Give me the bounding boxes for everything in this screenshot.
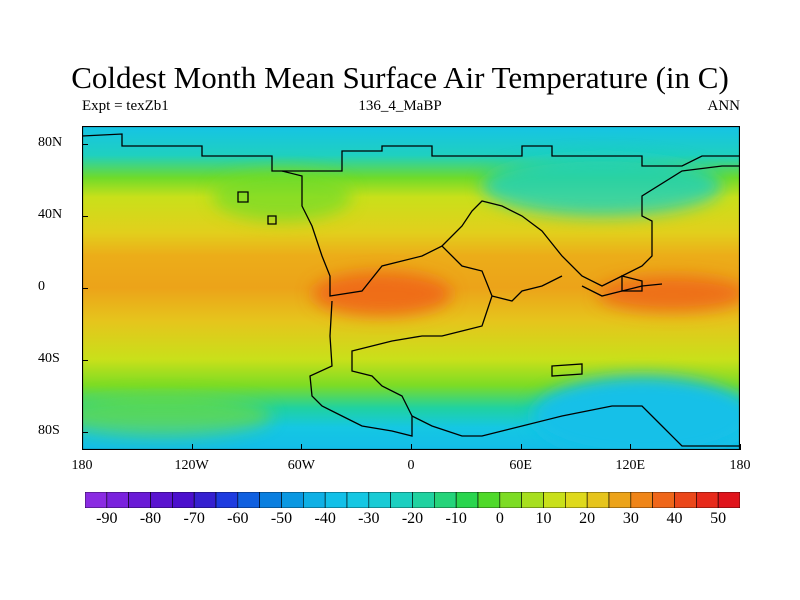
colorbar-swatch — [106, 492, 129, 508]
lon-tick-label: 0 — [407, 458, 415, 473]
colorbar — [85, 492, 740, 508]
lon-tick-mark — [630, 444, 632, 450]
colorbar-swatch — [281, 492, 304, 508]
colorbar-swatch — [434, 492, 457, 508]
colorbar-swatch — [565, 492, 588, 508]
lat-tick-label: 40S — [38, 351, 60, 366]
lat-tick-mark — [82, 360, 88, 361]
period-label: 136_4_MaBP — [358, 98, 442, 114]
colorbar-swatch — [303, 492, 326, 508]
lat-tick-label: 0 — [38, 279, 45, 294]
colorbar-swatch — [237, 492, 260, 508]
colorbar-swatch — [128, 492, 151, 508]
colorbar-swatch — [674, 492, 697, 508]
lon-tick-label: 120E — [615, 458, 646, 473]
colorbar-swatch — [543, 492, 566, 508]
colorbar-label: -80 — [139, 510, 162, 527]
lon-tick-mark — [411, 444, 412, 450]
colorbar-label: -30 — [358, 510, 380, 527]
colorbar-label: -60 — [227, 510, 249, 527]
colorbar-label: -90 — [96, 510, 118, 527]
colorbar-label: -10 — [445, 510, 467, 527]
colorbar-label: 20 — [579, 510, 596, 527]
colorbar-swatch — [455, 492, 479, 508]
colorbar-swatch — [586, 492, 610, 508]
colorbar-swatch — [630, 492, 653, 508]
colorbar-swatch — [696, 492, 719, 508]
lon-tick-mark — [301, 444, 303, 450]
colorbar-swatch — [259, 492, 282, 508]
lon-tick-label: 180 — [71, 458, 93, 473]
colorbar-swatch — [521, 492, 544, 508]
lon-tick-mark — [520, 444, 522, 450]
lat-tick-label: 40N — [38, 207, 63, 222]
lat-tick-label: 80S — [38, 423, 60, 438]
colorbar-swatch — [717, 492, 740, 508]
lon-tick-label: 180 — [729, 458, 751, 473]
experiment-label: Expt = texZb1 — [82, 98, 169, 114]
lat-tick-mark — [82, 288, 88, 289]
colorbar-swatch — [215, 492, 239, 508]
colorbar-label: -70 — [183, 510, 205, 527]
colorbar-swatch — [172, 492, 195, 508]
colorbar-swatch — [499, 492, 522, 508]
season-label: ANN — [707, 98, 741, 114]
colorbar-swatch — [85, 492, 108, 508]
lon-tick-mark — [82, 444, 83, 450]
lon-tick-mark — [740, 444, 741, 450]
colorbar-swatch — [608, 492, 632, 508]
colorbar-swatch — [193, 492, 217, 508]
colorbar-swatch — [390, 492, 413, 508]
colorbar-label: 10 — [535, 510, 552, 527]
lat-tick-label: 80N — [38, 135, 63, 150]
lon-tick-mark — [191, 444, 193, 450]
lat-tick-mark — [82, 432, 88, 433]
colorbar-swatch — [368, 492, 391, 508]
lon-tick-label: 60E — [509, 458, 532, 473]
colorbar-label: 50 — [710, 510, 727, 527]
lon-tick-label: 120W — [174, 458, 209, 473]
colorbar-label: -40 — [314, 510, 336, 527]
colorbar-swatch — [346, 492, 370, 508]
colorbar-swatch — [477, 492, 501, 508]
colorbar-label: 40 — [666, 510, 683, 527]
colorbar-label: -20 — [401, 510, 424, 527]
temperature-map — [82, 126, 740, 450]
lon-tick-label: 60W — [287, 458, 315, 473]
coastlines — [82, 133, 740, 447]
map-title: Coldest Month Mean Surface Air Temperatu… — [71, 60, 729, 95]
lat-tick-mark — [82, 216, 88, 217]
colorbar-swatch — [324, 492, 348, 508]
colorbar-swatch — [150, 492, 173, 508]
regional-anomalies — [82, 156, 740, 450]
colorbar-label: 30 — [622, 510, 639, 527]
lat-tick-mark — [82, 144, 88, 145]
colorbar-label: 0 — [495, 510, 504, 527]
colorbar-swatch — [412, 492, 435, 508]
colorbar-label: -50 — [270, 510, 293, 527]
colorbar-swatch — [652, 492, 675, 508]
